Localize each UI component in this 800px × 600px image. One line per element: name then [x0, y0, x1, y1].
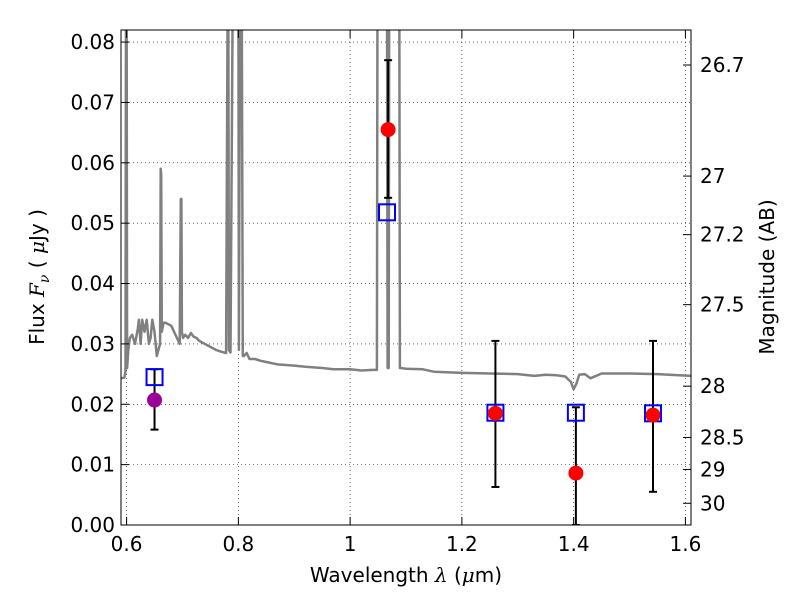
plot-background [121, 30, 691, 525]
y-tick-label: 0.04 [70, 272, 115, 296]
model-photometry-square [378, 203, 396, 222]
x-tick-label: 1.6 [670, 532, 702, 556]
magnitude-tick-label: 29 [700, 457, 725, 481]
x-tick-label: 0.8 [222, 532, 254, 556]
magnitude-tick-label: 28 [700, 374, 725, 398]
model-photometry-square [566, 403, 585, 422]
x-axis-ticks: 0.6 0.8 1 1.2 1.4 1.6 [111, 30, 702, 556]
observed-point [487, 405, 503, 421]
magnitude-axis-label: Magnitude (AB) [755, 199, 779, 354]
magnitude-tick-label: 27.2 [700, 223, 745, 247]
y-tick-label: 0.06 [70, 151, 115, 175]
y-axis-label: Flux Fν ( μJy ) [25, 209, 53, 345]
plot-frame [120, 29, 692, 526]
observed-point [568, 465, 584, 481]
magnitude-tick-label: 27.5 [700, 293, 745, 317]
x-axis-label: Wavelength λ (μm) [310, 563, 502, 587]
y-tick-label: 0.02 [70, 392, 115, 416]
observed-point [380, 122, 396, 138]
x-tick-label: 1.2 [446, 532, 478, 556]
x-tick-label: 0.6 [111, 532, 143, 556]
y-tick-label: 0.05 [70, 211, 115, 235]
magnitude-tick-label: 27 [700, 164, 725, 188]
x-tick-label: 1.4 [558, 532, 590, 556]
observed-point [147, 392, 163, 408]
model-photometry-square [145, 368, 164, 387]
magnitude-axis-ticks: 26.7 27 27.2 27.5 28 28.5 29 30 [683, 53, 745, 515]
magnitude-tick-label: 30 [700, 491, 725, 515]
magnitude-tick-label: 28.5 [700, 425, 745, 449]
y-axis-ticks: 0.00 0.01 0.02 0.03 0.04 0.05 0.06 0.07 0.08 [70, 30, 129, 537]
y-tick-label: 0.00 [70, 513, 115, 537]
observed-point [645, 407, 661, 423]
model-spectrum [121, 30, 691, 391]
observed-flux-points [147, 122, 661, 481]
y-tick-label: 0.07 [70, 90, 115, 114]
x-tick-label: 1 [344, 532, 357, 556]
y-tick-label: 0.08 [70, 30, 115, 54]
spectrum-line [121, 30, 691, 391]
y-tick-label: 0.01 [70, 453, 115, 477]
magnitude-tick-label: 26.7 [700, 53, 745, 77]
y-tick-label: 0.03 [70, 332, 115, 356]
